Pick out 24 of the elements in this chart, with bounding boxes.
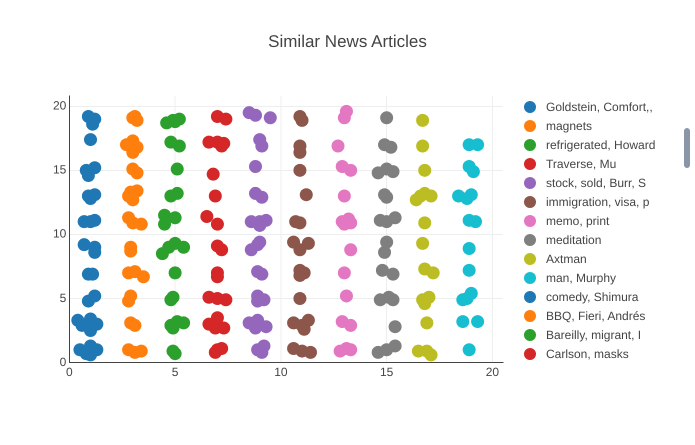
legend-label: magnets	[546, 118, 592, 132]
x-tick-label: 20	[486, 365, 500, 380]
y-tick-label: 0	[60, 354, 67, 369]
legend-label: Bareilly, migrant, I	[546, 328, 642, 342]
legend-label: man, Murphy	[546, 270, 616, 284]
legend-label: immigration, visa, p	[546, 194, 650, 208]
x-tick-label: 10	[274, 365, 288, 380]
legend-label: refrigerated, Howard	[546, 138, 656, 152]
legend-label: comedy, Shimura	[546, 290, 638, 304]
y-tick-label: 5	[60, 290, 67, 305]
x-tick-label: 15	[380, 365, 394, 380]
chart-title: Similar News Articles	[267, 32, 428, 52]
legend-label: Traverse, Mu	[546, 156, 616, 170]
y-tick-label: 20	[52, 98, 67, 113]
legend-label: memo, print	[546, 214, 610, 228]
legend-label: stock, sold, Burr, S	[546, 176, 646, 190]
y-tick-label: 10	[52, 226, 67, 241]
x-tick-label: 5	[172, 365, 179, 380]
legend-label: BBQ, Fieri, Andrés	[546, 308, 646, 322]
y-tick-label: 15	[52, 162, 67, 177]
legend-label: meditation	[546, 232, 602, 246]
legend-label: Axtman	[546, 252, 587, 266]
legend-label: Carlson, masks	[546, 346, 629, 360]
legend-label: Goldstein, Comfort,,	[546, 100, 653, 114]
